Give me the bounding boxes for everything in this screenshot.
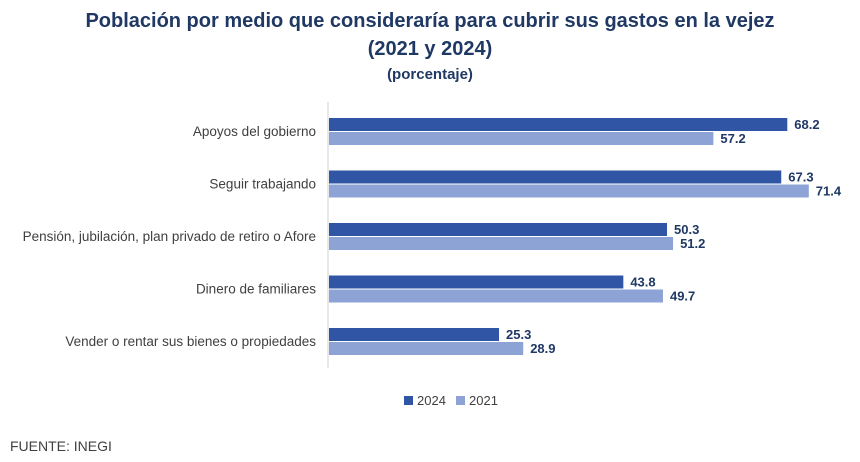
category-label: Apoyos del gobierno: [193, 124, 316, 139]
data-label: 28.9: [530, 341, 555, 356]
bar-2024: [329, 328, 500, 341]
data-label: 57.2: [720, 131, 745, 146]
category-label: Pensión, jubilación, plan privado de ret…: [23, 229, 316, 244]
data-label: 49.7: [670, 289, 695, 304]
source-note: FUENTE: INEGI: [10, 438, 112, 454]
category-label: Seguir trabajando: [209, 177, 316, 192]
legend-label: 2021: [469, 393, 498, 408]
bar-2024: [329, 170, 782, 184]
bar-2021: [329, 132, 714, 145]
data-label: 25.3: [506, 327, 531, 342]
bar-2021: [329, 289, 663, 303]
bar-2021: [329, 184, 809, 198]
category-label: Dinero de familiares: [196, 282, 316, 297]
legend-swatch-2024: [404, 396, 413, 405]
bar-2024: [329, 223, 668, 236]
legend-swatch-2021: [456, 396, 465, 405]
data-label: 71.4: [816, 184, 842, 199]
chart-unit-label: (porcentaje): [387, 66, 473, 83]
data-label: 68.2: [794, 117, 819, 132]
bar-2024: [329, 275, 624, 289]
bar-2021: [329, 237, 674, 250]
chart-title: Población por medio que consideraría par…: [85, 10, 775, 32]
data-label: 67.3: [788, 170, 813, 185]
legend-label: 2024: [417, 393, 446, 408]
data-label: 43.8: [630, 275, 655, 290]
category-label: Vender o rentar sus bienes o propiedades: [65, 334, 316, 349]
chart-subtitle: (2021 y 2024): [367, 38, 493, 60]
bar-2024: [329, 118, 788, 131]
data-label: 51.2: [680, 236, 705, 251]
bar-2021: [329, 342, 524, 355]
data-label: 50.3: [674, 222, 699, 237]
